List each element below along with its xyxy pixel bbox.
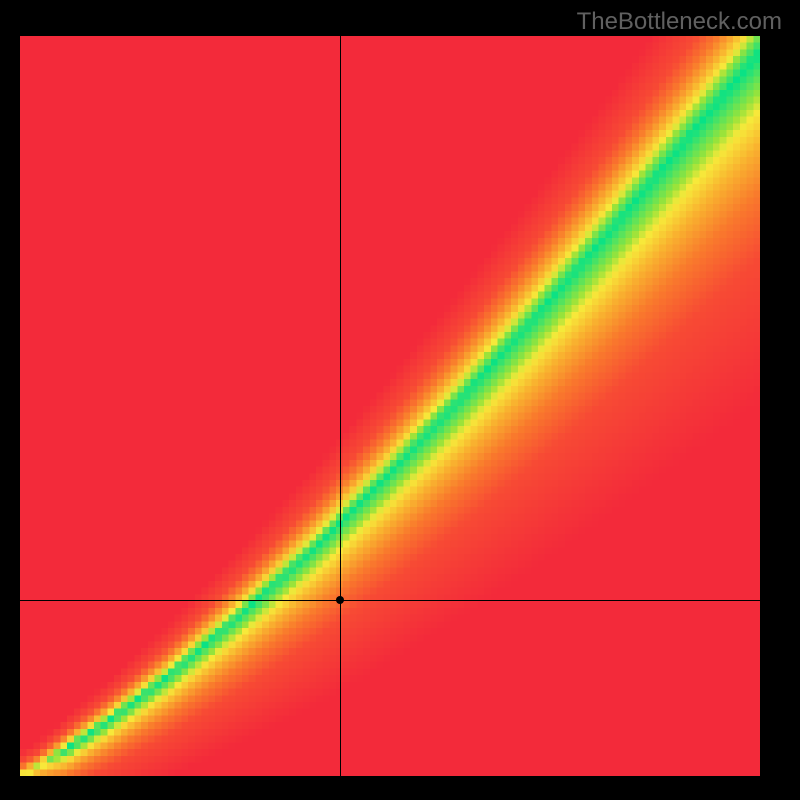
marker-point bbox=[336, 596, 344, 604]
watermark-text: TheBottleneck.com bbox=[577, 8, 782, 36]
crosshair-vertical bbox=[340, 36, 341, 776]
heatmap-canvas bbox=[20, 36, 760, 776]
crosshair-horizontal bbox=[20, 600, 760, 601]
chart-container: TheBottleneck.com bbox=[0, 0, 800, 800]
plot-area bbox=[20, 36, 760, 776]
